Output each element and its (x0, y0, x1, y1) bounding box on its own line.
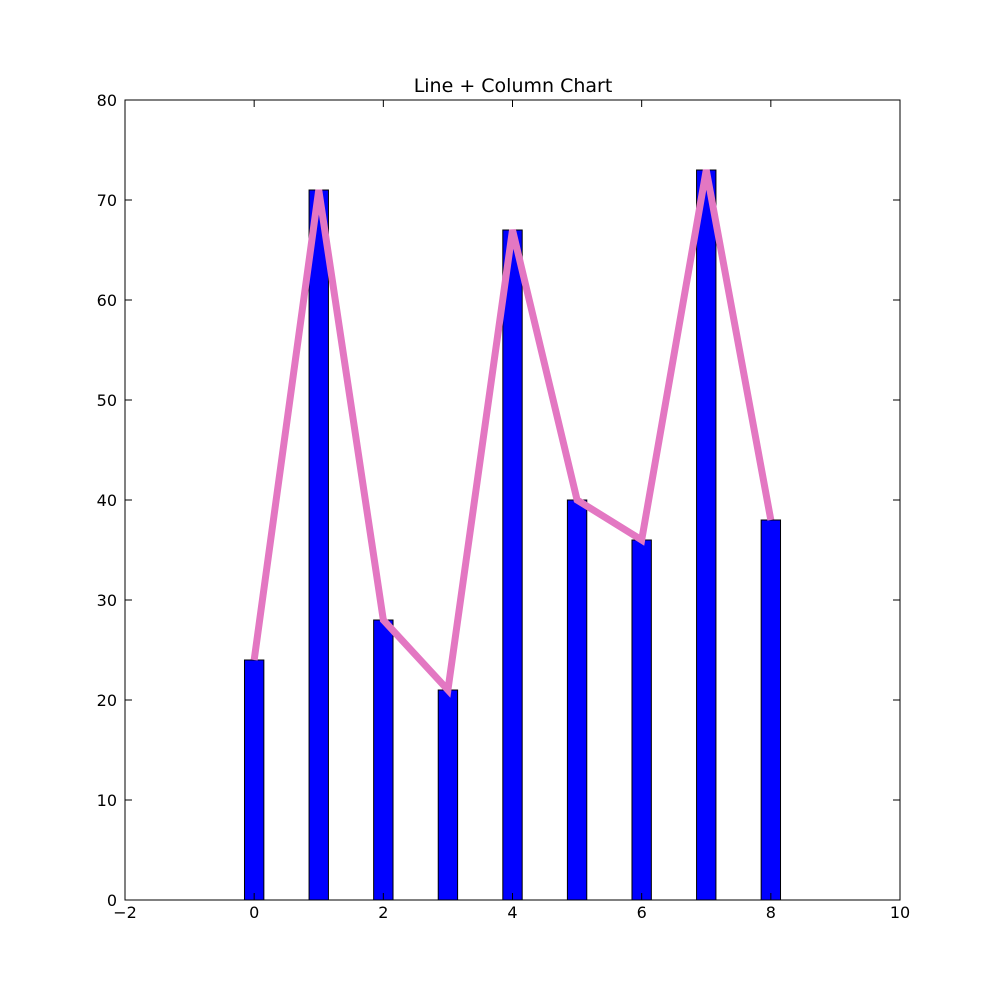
bar-4 (502, 229, 523, 901)
bar-2 (373, 619, 394, 901)
bar-3 (437, 689, 459, 901)
x-tick-label: 2 (378, 903, 388, 922)
line-series (250, 169, 775, 698)
x-tick-label: 8 (766, 903, 776, 922)
x-tick-label: 4 (507, 903, 517, 922)
bar-series (243, 169, 782, 901)
y-tick-label: 10 (97, 791, 117, 810)
chart-title: Line + Column Chart (414, 75, 613, 97)
bar-6 (631, 539, 652, 901)
y-tick-label: 40 (97, 491, 117, 510)
y-tick-label: 50 (97, 391, 117, 410)
y-tick-label: 0 (107, 891, 117, 910)
y-tick-label: 20 (97, 691, 117, 710)
y-tick-label: 30 (97, 591, 117, 610)
x-tick-label: 0 (249, 903, 259, 922)
y-tick-label: 80 (97, 91, 117, 110)
bar-7 (696, 169, 717, 901)
y-axis: 0 10 20 30 40 50 60 70 80 (97, 91, 900, 910)
bar-1 (308, 189, 329, 901)
y-tick-label: 70 (97, 191, 117, 210)
bar-8 (760, 519, 782, 901)
bar-5 (566, 499, 588, 901)
x-tick-label: 6 (637, 903, 647, 922)
x-tick-label: 10 (890, 903, 910, 922)
x-axis: −2 0 2 4 6 8 10 (113, 100, 910, 922)
bar-0 (243, 659, 265, 901)
y-tick-label: 60 (97, 291, 117, 310)
x-tick-label: −2 (113, 903, 137, 922)
